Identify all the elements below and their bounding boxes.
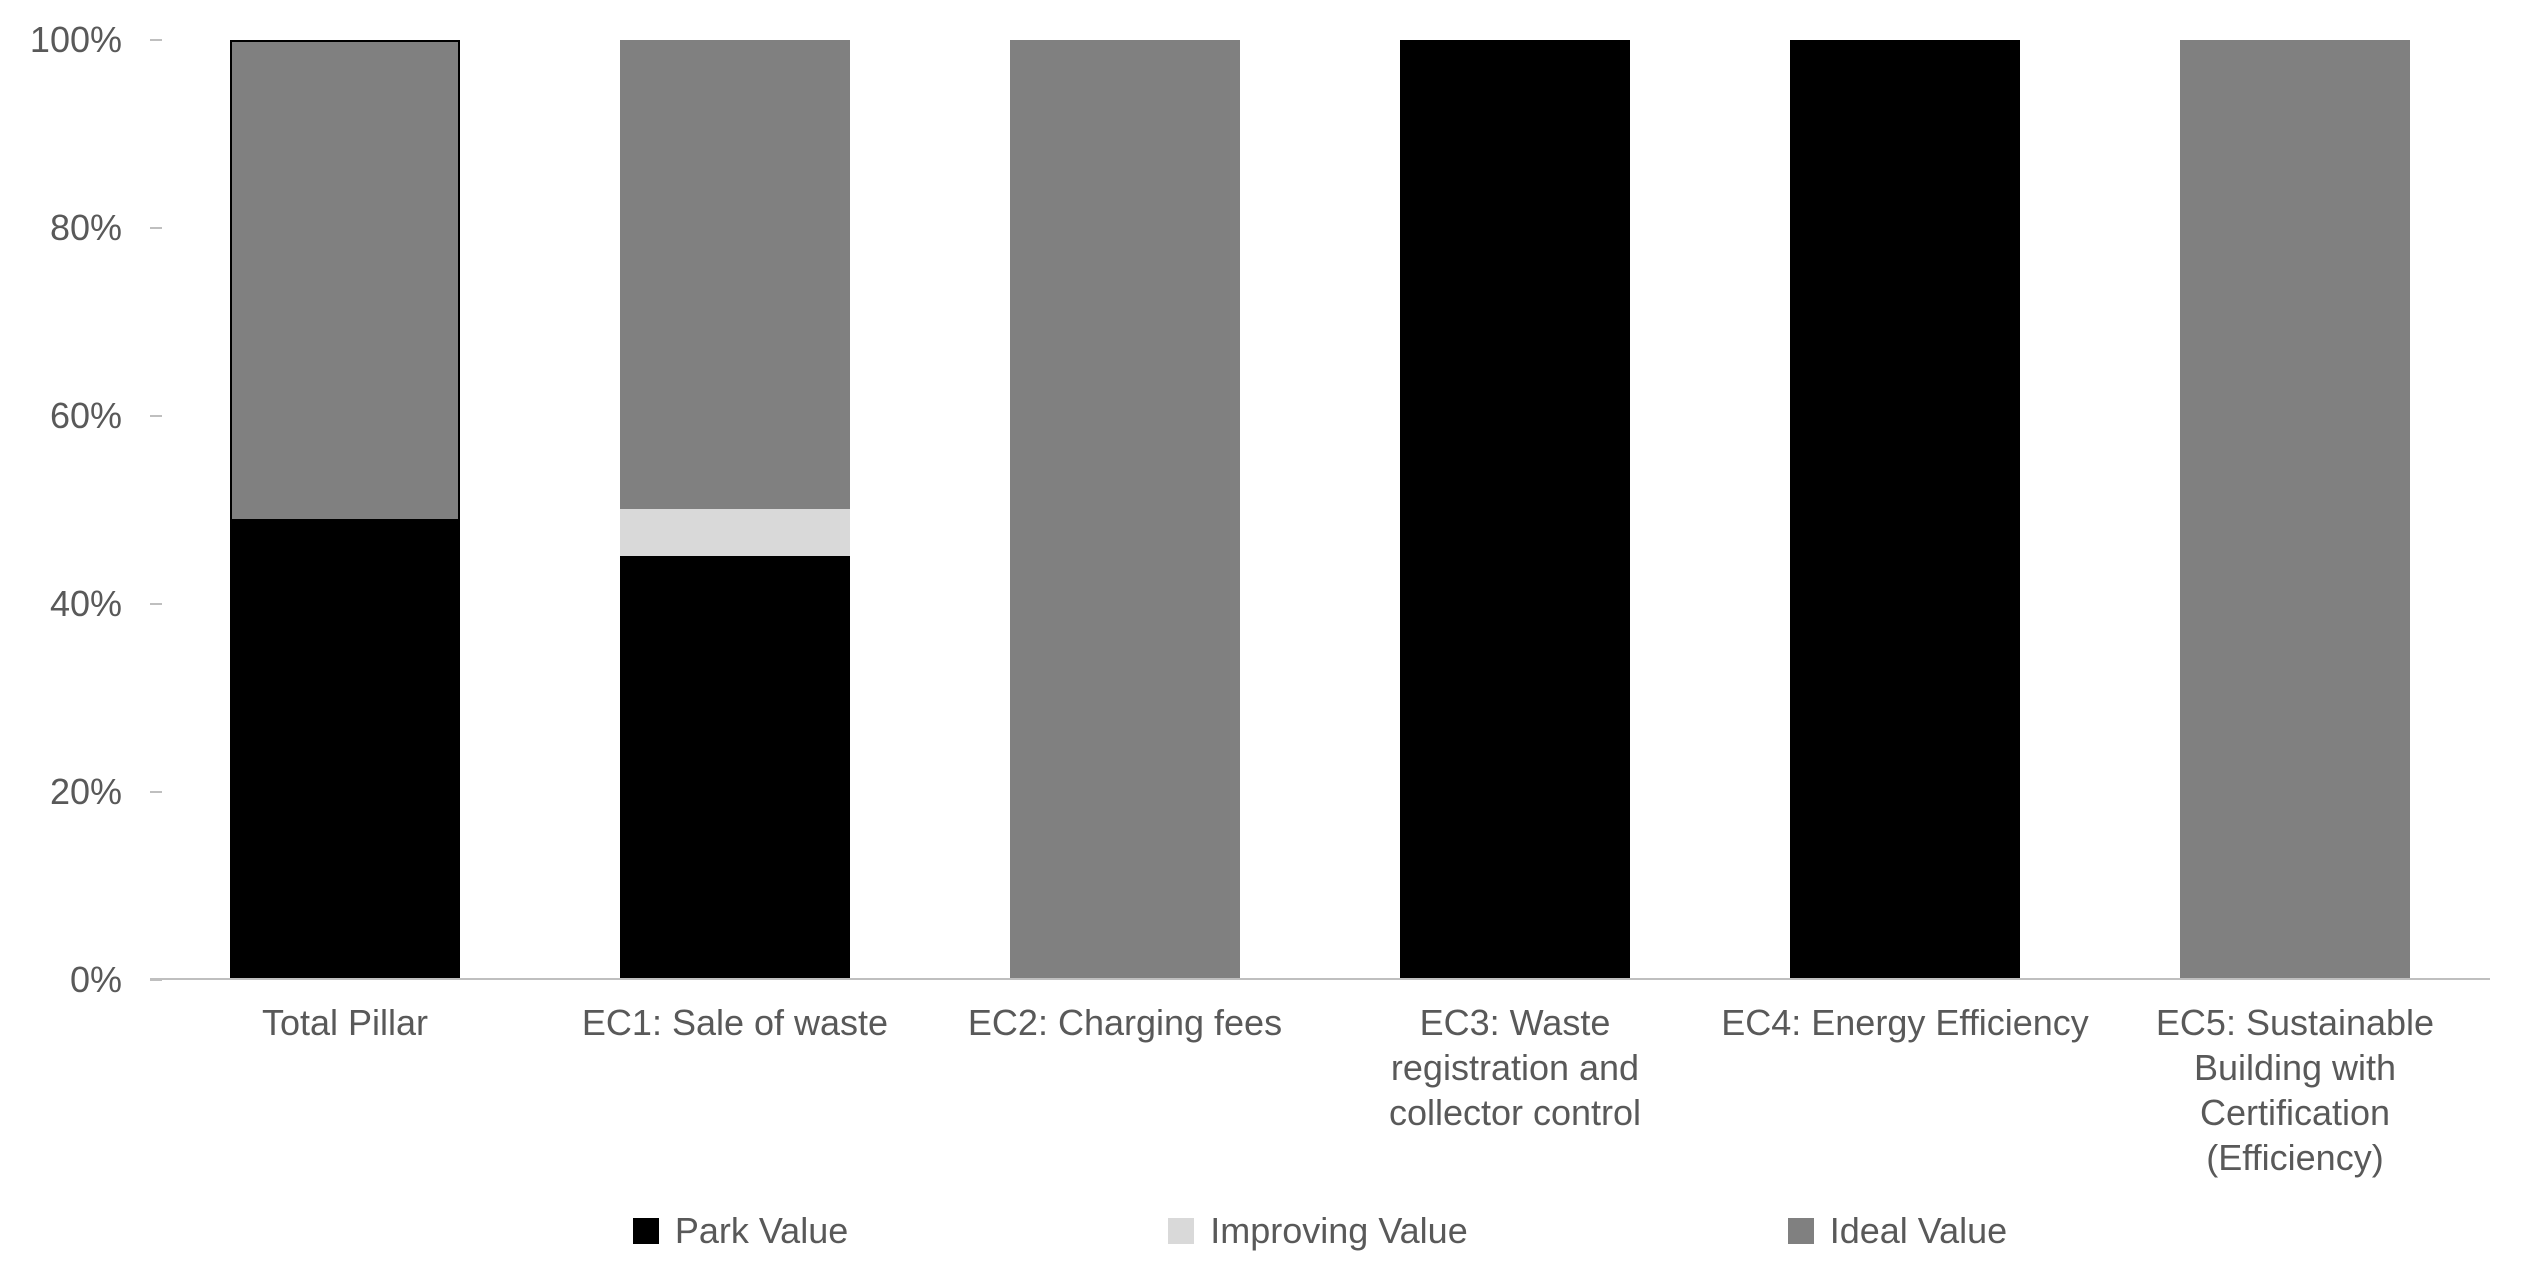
bar <box>230 40 460 978</box>
legend-label: Improving Value <box>1210 1210 1467 1252</box>
bar-segment-ideal <box>232 42 458 519</box>
x-axis-label: EC3: Waste registration and collector co… <box>1320 1000 1710 1180</box>
legend-swatch <box>1168 1218 1194 1244</box>
y-tick-label: 80% <box>0 207 140 249</box>
bar-segment-park <box>620 556 850 978</box>
x-axis-label: EC2: Charging fees <box>930 1000 1320 1180</box>
legend-item: Improving Value <box>1168 1210 1467 1252</box>
bar-slot <box>2100 40 2490 978</box>
y-tick-mark <box>150 791 162 793</box>
bar-segment-ideal <box>2180 40 2410 978</box>
y-tick-label: 100% <box>0 19 140 61</box>
y-tick-mark <box>150 39 162 41</box>
y-axis: 0%20%40%60%80%100% <box>0 40 140 980</box>
legend-swatch <box>1788 1218 1814 1244</box>
bars-container <box>150 40 2490 978</box>
bar-slot <box>150 40 540 978</box>
plot-area <box>150 40 2490 980</box>
legend-label: Ideal Value <box>1830 1210 2007 1252</box>
stacked-bar-chart: 0% 20% 40% 60% 80% 100% Total PillarEC1: Sale… <box>0 0 2546 1276</box>
x-axis-label: EC4: Energy Efficiency <box>1710 1000 2100 1180</box>
legend: Park Value Improving Value Ideal Value <box>150 1210 2490 1252</box>
bar-segment-improving <box>620 509 850 556</box>
legend-swatch <box>633 1218 659 1244</box>
legend-item: Ideal Value <box>1788 1210 2007 1252</box>
y-tick-label: 40% <box>0 583 140 625</box>
x-axis-label: EC1: Sale of waste <box>540 1000 930 1180</box>
bar <box>1010 40 1240 978</box>
y-tick-label: 60% <box>0 395 140 437</box>
legend-item: Park Value <box>633 1210 848 1252</box>
y-tick-label: 20% <box>0 771 140 813</box>
legend-label: Park Value <box>675 1210 848 1252</box>
x-axis-label: EC5: Sustainable Building with Certifica… <box>2100 1000 2490 1180</box>
y-tick-mark <box>150 415 162 417</box>
bar <box>620 40 850 978</box>
bar-slot <box>1710 40 2100 978</box>
y-tick-mark <box>150 979 162 981</box>
bar-segment-park <box>1790 40 2020 978</box>
bar-segment-ideal <box>620 40 850 509</box>
x-axis-labels: Total PillarEC1: Sale of wasteEC2: Charg… <box>150 1000 2490 1180</box>
bar-slot <box>540 40 930 978</box>
y-tick-label: 0% <box>0 959 140 1001</box>
bar-slot <box>1320 40 1710 978</box>
y-tick-mark <box>150 603 162 605</box>
bar-segment-park <box>1400 40 1630 978</box>
bar <box>1790 40 2020 978</box>
y-tick-mark <box>150 227 162 229</box>
bar-segment-ideal <box>1010 40 1240 978</box>
bar <box>1400 40 1630 978</box>
bar <box>2180 40 2410 978</box>
bar-segment-park <box>232 519 458 978</box>
x-axis-label: Total Pillar <box>150 1000 540 1180</box>
bar-slot <box>930 40 1320 978</box>
